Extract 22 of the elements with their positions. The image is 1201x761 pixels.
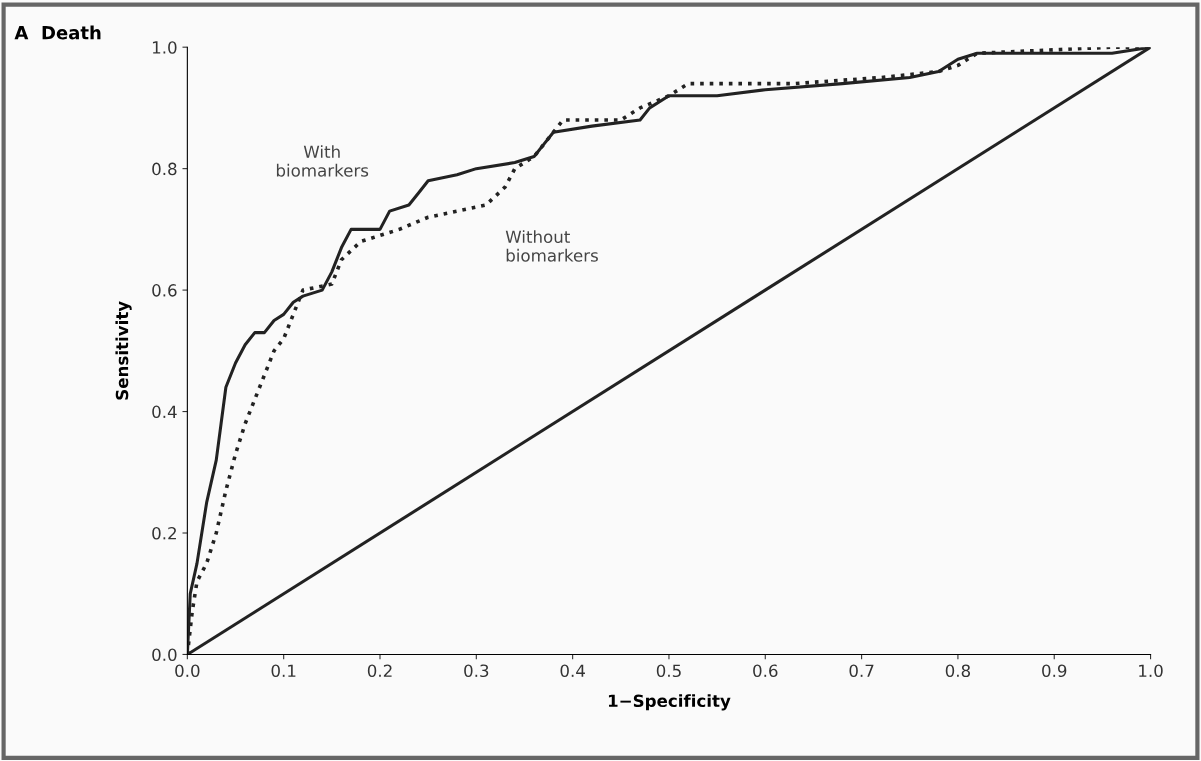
y-tick-label: 0.6 (152, 284, 177, 297)
x-tick-label: 0.2 (367, 664, 392, 678)
y-tick-label: 0.2 (152, 526, 176, 540)
x-tick-label: 0.8 (945, 664, 971, 678)
x-tick-label: 0.5 (656, 664, 681, 678)
x-tick-label: 0.4 (560, 664, 585, 678)
y-tick-label: 0.0 (152, 648, 177, 662)
x-tick-label: 1.0 (1139, 664, 1163, 678)
x-tick-label: 0.0 (175, 664, 200, 678)
x-tick-label: 0.3 (464, 664, 489, 678)
y-axis-title: Sensitivity (115, 301, 132, 400)
series-label: Without biomarkers (505, 230, 598, 262)
y-tick-label: 1.0 (152, 41, 177, 54)
x-tick-label: 0.7 (849, 664, 874, 678)
x-axis-title: 1−Specificity (608, 694, 731, 711)
y-tick-label: 0.4 (152, 405, 177, 419)
x-tick-label: 0.1 (271, 664, 296, 678)
text: With biomarkers (276, 145, 369, 177)
chart-title: A Death (14, 25, 101, 40)
y-tick-label: 0.8 (152, 162, 177, 176)
x-tick-label: 0.9 (1042, 664, 1067, 678)
x-tick-label: 0.6 (753, 664, 778, 678)
